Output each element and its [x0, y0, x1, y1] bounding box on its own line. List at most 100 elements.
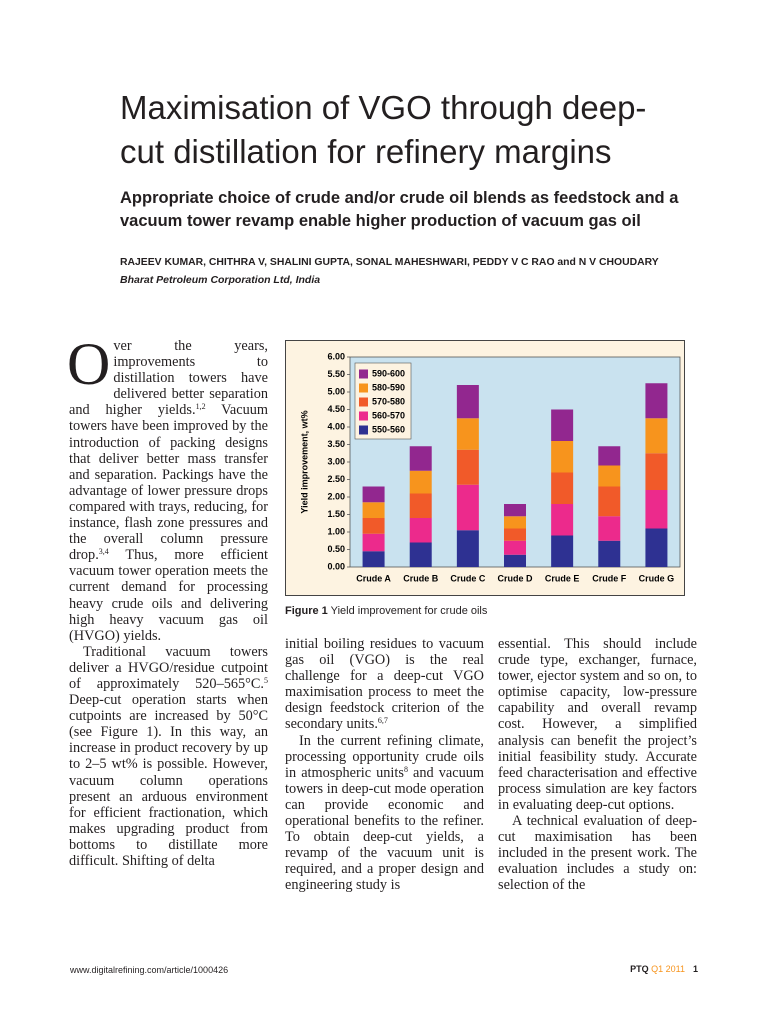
article-title: Maximisation of VGO through deep- cut di… [120, 86, 646, 174]
legend-swatch [359, 397, 368, 407]
text-column: essential. This should include crude typ… [498, 636, 697, 922]
bar-segment [409, 446, 432, 471]
x-tick-label: Crude F [592, 573, 627, 583]
authors: RAJEEV KUMAR, CHITHRA V, SHALINI GUPTA, … [120, 257, 659, 268]
bar-segment [504, 528, 526, 541]
caption-text: Yield improvement for crude oils [330, 605, 488, 617]
bar-segment [362, 533, 385, 552]
bar-segment [456, 449, 479, 485]
chart: Yield improvement, wt% 0.00 0.50 1.00 1.50 2… [285, 340, 685, 596]
text: Deep-cut operation starts when cutpoints… [69, 692, 268, 869]
paragraph: Traditional vacuum towers deliver a HVGO… [69, 644, 268, 869]
subtitle: Appropriate choice of crude and/or crude… [120, 187, 678, 233]
bar-segment [551, 472, 574, 504]
text: Thus, more efficient vacuum tower operat… [69, 547, 268, 644]
bar-segment [504, 554, 526, 567]
paragraph: In the current refining climate, process… [285, 733, 484, 894]
y-tick-label: 3.00 [327, 456, 345, 466]
bar-segment [362, 486, 385, 503]
text: essential. This should include crude typ… [498, 636, 697, 813]
y-tick-label: 1.50 [327, 509, 345, 519]
bar-segment [645, 490, 668, 529]
bar-segment [598, 486, 621, 517]
bar-segment [456, 484, 479, 531]
legend-swatch [359, 411, 368, 421]
text: Traditional vacuum towers deliver a HVGO… [69, 643, 268, 692]
text: In the current refining climate, process… [285, 732, 484, 781]
paragraph: A technical evaluation of deep-cut maxim… [498, 813, 697, 893]
bar-segment [456, 530, 479, 567]
bar-segment [504, 504, 526, 517]
bar-segment [645, 383, 668, 419]
legend-label: 580-590 [372, 382, 405, 392]
y-tick-label: 6.00 [327, 351, 345, 361]
x-tick-label: Crude B [403, 573, 439, 583]
subtitle-line: Appropriate choice of crude and/or crude… [120, 189, 679, 207]
reference: 1,2 [195, 402, 206, 412]
paragraph: initial boiling residues to vacuum gas o… [285, 636, 484, 733]
bar-segment [598, 540, 621, 567]
bar-segment [456, 385, 479, 419]
bar-segment [551, 441, 574, 473]
y-tick-label: 4.50 [327, 404, 345, 414]
bar-segment [551, 504, 574, 536]
x-tick-label: Crude E [545, 573, 580, 583]
legend-swatch [359, 369, 368, 379]
y-tick-label: 3.50 [327, 439, 345, 449]
y-tick-label: 0.50 [327, 544, 345, 554]
bar-segment [551, 409, 574, 441]
legend-label: 560-570 [372, 410, 405, 420]
title-line: cut distillation for refinery margins [120, 133, 612, 170]
legend-label: 590-600 [372, 368, 405, 378]
x-tick-label: Crude G [639, 573, 675, 583]
bar-segment [409, 493, 432, 518]
y-tick-label: 1.00 [327, 526, 345, 536]
reference: 3,4 [98, 547, 109, 557]
footer-url: www.digitalrefining.com/article/1000426 [70, 965, 229, 975]
reference: 8 [403, 764, 408, 774]
bar-segment [362, 502, 385, 518]
bar-segment [645, 453, 668, 490]
text: ver the years, improvements to distillat… [69, 338, 268, 419]
legend-label: 550-560 [372, 424, 405, 434]
text: initial boiling residues to vacuum gas o… [285, 636, 484, 733]
figure-label: Figure 1 [285, 605, 328, 617]
issue: Q1 2011 [651, 964, 685, 974]
bar-segment [504, 540, 526, 555]
footer-info: PTQ Q1 2011 1 [630, 964, 698, 974]
text: A technical evaluation of deep-cut maxim… [498, 813, 697, 894]
y-axis-label: Yield improvement, wt% [299, 410, 309, 513]
x-tick-label: Crude C [450, 573, 486, 583]
drop-cap: O [69, 338, 111, 397]
affiliation: Bharat Petroleum Corporation Ltd, India [120, 274, 321, 286]
legend-swatch [359, 383, 368, 393]
legend-label: 570-580 [372, 396, 405, 406]
y-tick-label: 5.00 [327, 386, 345, 396]
x-tick-label: Crude D [497, 573, 533, 583]
bar-segment [645, 418, 668, 454]
bar-segment [551, 535, 574, 567]
figure-caption: Figure 1 Yield improvement for crude oil… [285, 605, 487, 617]
y-tick-label: 5.50 [327, 369, 345, 379]
bar-segment [598, 465, 621, 487]
bar-segment [409, 542, 432, 567]
bar-segment [362, 551, 385, 567]
legend-swatch [359, 425, 368, 435]
title-line: Maximisation of VGO through deep- [120, 89, 647, 126]
text: Vacuum towers have been improved by the … [69, 402, 268, 564]
text: and vacuum towers in deep-cut mode opera… [285, 764, 484, 894]
bar-segment [645, 528, 668, 567]
y-tick-label: 2.00 [327, 491, 345, 501]
bar-segment [598, 446, 621, 466]
bar-segment [456, 418, 479, 450]
bar-segment [598, 516, 621, 541]
x-tick-label: Crude A [356, 573, 391, 583]
y-tick-label: 0.00 [327, 561, 345, 571]
page-number: 1 [692, 964, 698, 974]
y-tick-label: 2.50 [327, 474, 345, 484]
bar-segment [409, 518, 432, 543]
bar-segment [504, 516, 526, 529]
